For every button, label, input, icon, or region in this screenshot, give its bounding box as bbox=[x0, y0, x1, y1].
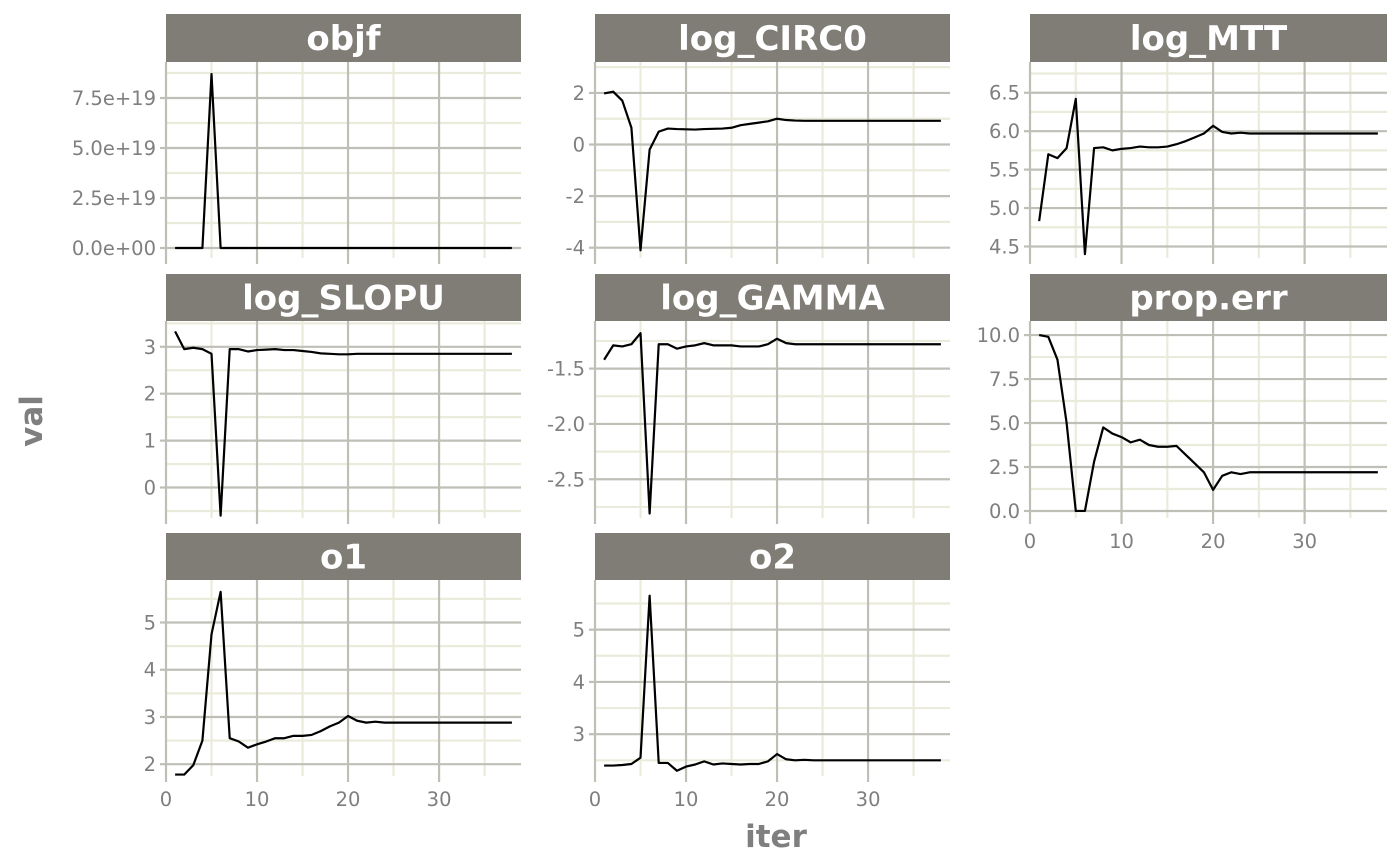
facet-strip-label: objf bbox=[306, 19, 381, 59]
y-tick-label: 0 bbox=[144, 477, 156, 500]
series-line bbox=[603, 90, 941, 252]
facet-strip bbox=[595, 274, 950, 321]
y-tick-label: 6.0 bbox=[989, 120, 1020, 143]
facet-panels: 0.0e+002.5e+195.0e+197.5e+19objf-4-202lo… bbox=[72, 14, 1387, 811]
y-tick-label: 6.5 bbox=[989, 82, 1020, 105]
y-tick-label: 3 bbox=[144, 336, 156, 359]
y-tick-label: 5.0 bbox=[989, 412, 1020, 435]
facet-strip-label: log_SLOPU bbox=[242, 279, 445, 319]
y-tick-label: 2 bbox=[144, 753, 156, 776]
y-tick-label: 3 bbox=[144, 706, 156, 729]
x-tick-label: 20 bbox=[1201, 530, 1226, 553]
y-axis-title: val bbox=[14, 395, 50, 447]
y-tick-label: 5.0 bbox=[989, 197, 1020, 220]
x-tick-label: 0 bbox=[1024, 530, 1036, 553]
series-line bbox=[604, 594, 941, 772]
y-tick-label: 2.5 bbox=[989, 456, 1020, 479]
y-tick-label: 5.0e+19 bbox=[72, 137, 156, 160]
facet-panel-log-gamma: -2.5 -2.0 -1.5 log_GAMMA bbox=[547, 274, 950, 524]
x-tick-label: 30 bbox=[856, 788, 881, 811]
series-line bbox=[1038, 97, 1378, 256]
x-tick-label: 30 bbox=[427, 788, 452, 811]
y-tick-label: 10.0 bbox=[977, 324, 1020, 347]
y-tick-label: 2.5e+19 bbox=[72, 187, 156, 210]
x-tick-label: 20 bbox=[765, 788, 790, 811]
y-tick-label: -2.0 bbox=[547, 413, 585, 436]
y-tick-label: 0.0 bbox=[989, 500, 1020, 523]
y-tick-label: -2.5 bbox=[547, 468, 585, 491]
x-tick-label: 20 bbox=[336, 788, 361, 811]
x-axis-title: iter bbox=[745, 819, 807, 855]
facet-strip bbox=[166, 14, 521, 62]
y-tick-label: 5.5 bbox=[989, 159, 1020, 182]
facet-strip bbox=[595, 14, 950, 62]
facet-strip-label: prop.err bbox=[1129, 279, 1288, 319]
facet-strip bbox=[1030, 274, 1387, 321]
y-tick-label: 4 bbox=[573, 671, 585, 694]
series-line bbox=[174, 330, 512, 517]
y-tick-label: -2 bbox=[566, 185, 585, 208]
series-line bbox=[175, 72, 512, 250]
facet-strip bbox=[1030, 14, 1387, 62]
y-tick-label: 1 bbox=[144, 430, 156, 453]
x-tick-label: 10 bbox=[674, 788, 699, 811]
series-line bbox=[1038, 333, 1378, 513]
y-tick-label: 7.5 bbox=[989, 368, 1020, 391]
facet-panel-log-circ0: -4 -2 0 2 log_CIRC0 bbox=[566, 14, 950, 264]
y-tick-label: 2 bbox=[573, 82, 585, 105]
facet-strip-label: o2 bbox=[749, 538, 796, 578]
y-tick-label: 5 bbox=[144, 612, 156, 635]
y-tick-label: 0.0e+00 bbox=[72, 237, 156, 260]
facet-strip bbox=[166, 274, 521, 321]
facet-strip bbox=[166, 533, 521, 580]
facet-strip-label: log_MTT bbox=[1130, 19, 1288, 59]
y-tick-label: 7.5e+19 bbox=[72, 87, 156, 110]
facet-panel-log-mtt: 4.5 5.0 5.5 6.0 6.5 log_MTT bbox=[989, 14, 1387, 264]
series-line bbox=[603, 332, 941, 515]
series-line bbox=[175, 590, 512, 776]
facet-panel-o2: 3 4 5 0 10 20 30 o2 bbox=[573, 533, 950, 811]
x-tick-label: 30 bbox=[1292, 530, 1317, 553]
y-tick-label: 0 bbox=[573, 134, 585, 157]
facet-strip-label: log_GAMMA bbox=[660, 279, 885, 319]
x-tick-label: 0 bbox=[589, 788, 601, 811]
y-tick-label: 2 bbox=[144, 383, 156, 406]
y-tick-label: -4 bbox=[566, 237, 585, 260]
facet-strip-label: log_CIRC0 bbox=[678, 19, 867, 59]
y-tick-label: -1.5 bbox=[547, 358, 585, 381]
x-tick-label: 0 bbox=[160, 788, 172, 811]
facet-strip-label: o1 bbox=[320, 538, 367, 578]
y-tick-label: 4.5 bbox=[989, 235, 1020, 258]
facet-panel-log-slopu: 0 1 2 3 log_SLOPU bbox=[144, 274, 521, 524]
facet-strip bbox=[595, 533, 950, 580]
facet-panel-objf: 0.0e+00 2.5e+19 5.0e+19 7.5e+19 objf bbox=[72, 14, 521, 264]
x-tick-label: 10 bbox=[1109, 530, 1134, 553]
facet-panel-o1: 2 3 4 5 0 10 20 30 o1 bbox=[144, 533, 521, 811]
y-tick-label: 4 bbox=[144, 659, 156, 682]
y-tick-label: 3 bbox=[573, 723, 585, 746]
facet-panel-prop-err: 0.0 2.5 5.0 7.5 10.0 0 10 20 30 prop.err bbox=[977, 274, 1387, 553]
x-tick-label: 10 bbox=[245, 788, 270, 811]
y-tick-label: 5 bbox=[573, 619, 585, 642]
